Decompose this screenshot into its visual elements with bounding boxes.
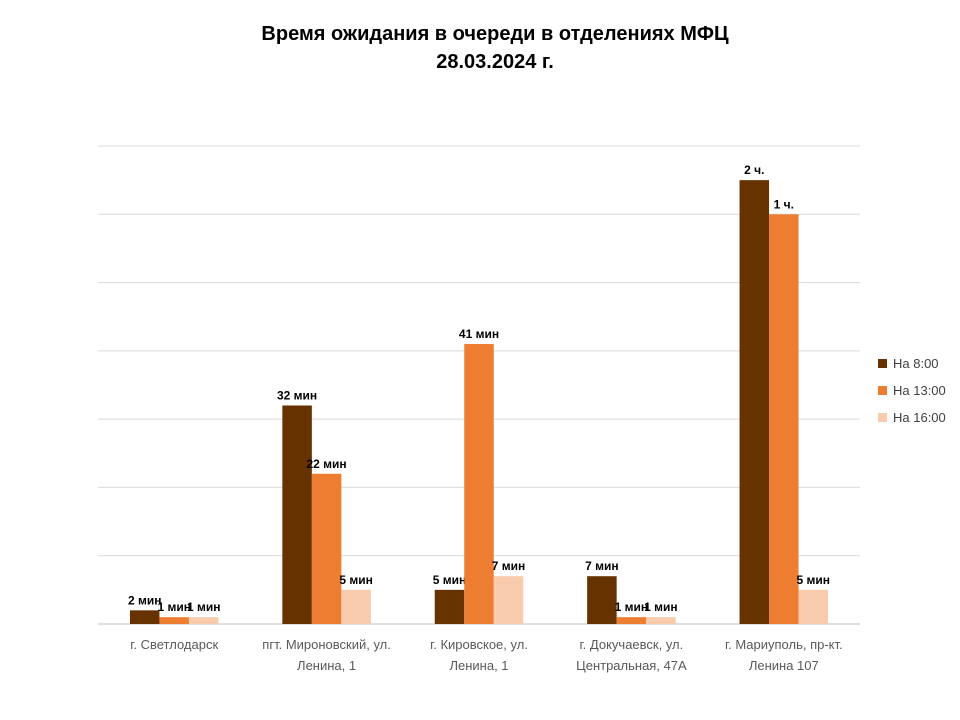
data-label: 1 мин: [187, 600, 221, 614]
category-label: г. Мариуполь, пр-кт.: [725, 637, 843, 652]
data-label: 32 мин: [277, 388, 317, 402]
data-label: 5 мин: [339, 573, 373, 587]
chart-title-line1: Время ожидания в очереди в отделениях МФ…: [261, 23, 729, 45]
bar: [434, 589, 465, 624]
bar: [798, 589, 829, 624]
data-label: 5 мин: [797, 573, 831, 587]
category-label: г. Светлодарск: [130, 637, 218, 652]
legend-label: На 16:00: [893, 410, 946, 425]
chart-title-line2: 28.03.2024 г.: [436, 51, 554, 73]
data-label: 5 мин: [433, 573, 467, 587]
data-label: 7 мин: [492, 559, 526, 573]
bar: [587, 576, 617, 624]
legend-item: На 8:00: [878, 350, 946, 377]
category-label: Центральная, 47А: [576, 658, 687, 673]
data-label: 41 мин: [459, 327, 499, 341]
data-label: 7 мин: [585, 559, 619, 573]
legend-item: На 13:00: [878, 377, 946, 404]
legend-swatch: [878, 386, 887, 395]
legend-label: На 13:00: [893, 383, 946, 398]
bar: [739, 180, 770, 624]
category-label: г. Кировское, ул.: [430, 637, 528, 652]
category-label: г. Докучаевск, ул.: [580, 637, 684, 652]
data-label: 1 мин: [157, 600, 191, 614]
legend-item: На 16:00: [878, 404, 946, 431]
legend: На 8:00 На 13:00 На 16:00: [878, 350, 946, 431]
bar: [616, 617, 647, 624]
bar: [341, 589, 371, 624]
legend-swatch: [878, 359, 887, 368]
bar: [188, 617, 219, 624]
bar: [646, 617, 676, 624]
data-label: 1 мин: [644, 600, 678, 614]
bar: [159, 617, 189, 624]
data-label: 2 ч.: [744, 163, 764, 177]
bar: [129, 610, 160, 624]
category-label: пгт. Мироновский, ул.: [262, 637, 391, 652]
bar: [493, 576, 524, 624]
bar: [311, 473, 342, 624]
data-label: 1 мин: [615, 600, 649, 614]
bar: [464, 344, 494, 624]
bar: [769, 214, 799, 625]
category-label: Ленина, 1: [449, 658, 508, 673]
legend-label: На 8:00: [893, 356, 939, 371]
data-label: 22 мин: [307, 457, 347, 471]
data-label: 1 ч.: [774, 197, 794, 211]
legend-swatch: [878, 413, 887, 422]
category-label: Ленина, 1: [297, 658, 356, 673]
data-label: 2 мин: [128, 593, 162, 607]
chart-title: Время ожидания в очереди в отделениях МФ…: [0, 20, 960, 76]
bar: [282, 405, 312, 624]
category-label: Ленина 107: [749, 658, 819, 673]
